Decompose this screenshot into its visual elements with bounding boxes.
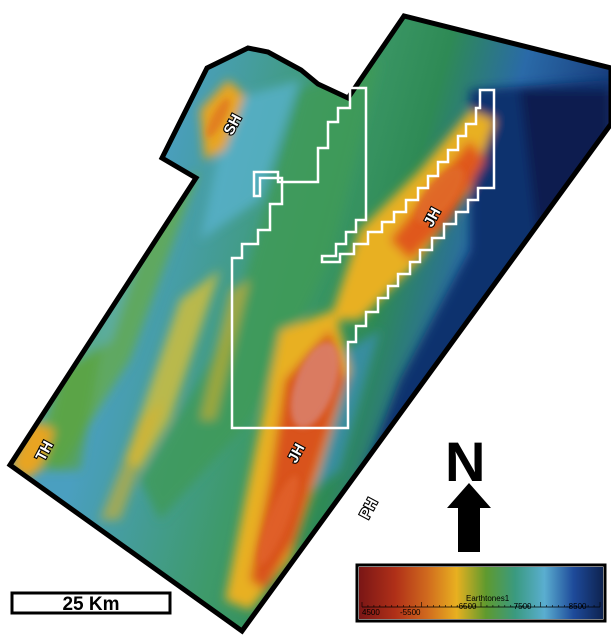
label-ph: PH bbox=[357, 495, 382, 521]
legend-title: Earthtones1 bbox=[466, 594, 510, 603]
legend-tick-3: -6500 bbox=[456, 602, 477, 611]
survey-outline bbox=[6, 13, 611, 635]
legend-tick-1: 4500 bbox=[362, 608, 380, 617]
north-arrow-icon bbox=[447, 483, 491, 552]
legend-tick-5: -8500 bbox=[566, 602, 587, 611]
prospect-outline bbox=[230, 86, 496, 430]
scale-bar: 25 Km bbox=[10, 591, 172, 615]
scale-label: 25 Km bbox=[62, 594, 119, 615]
color-legend: Earthtones1 4500 -5500 -6500 -7500 -8500 bbox=[355, 563, 607, 623]
north-letter: N bbox=[445, 430, 485, 493]
north-arrow: N bbox=[445, 430, 491, 552]
legend-tick-4: -7500 bbox=[511, 602, 532, 611]
legend-tick-2: -5500 bbox=[400, 608, 421, 617]
